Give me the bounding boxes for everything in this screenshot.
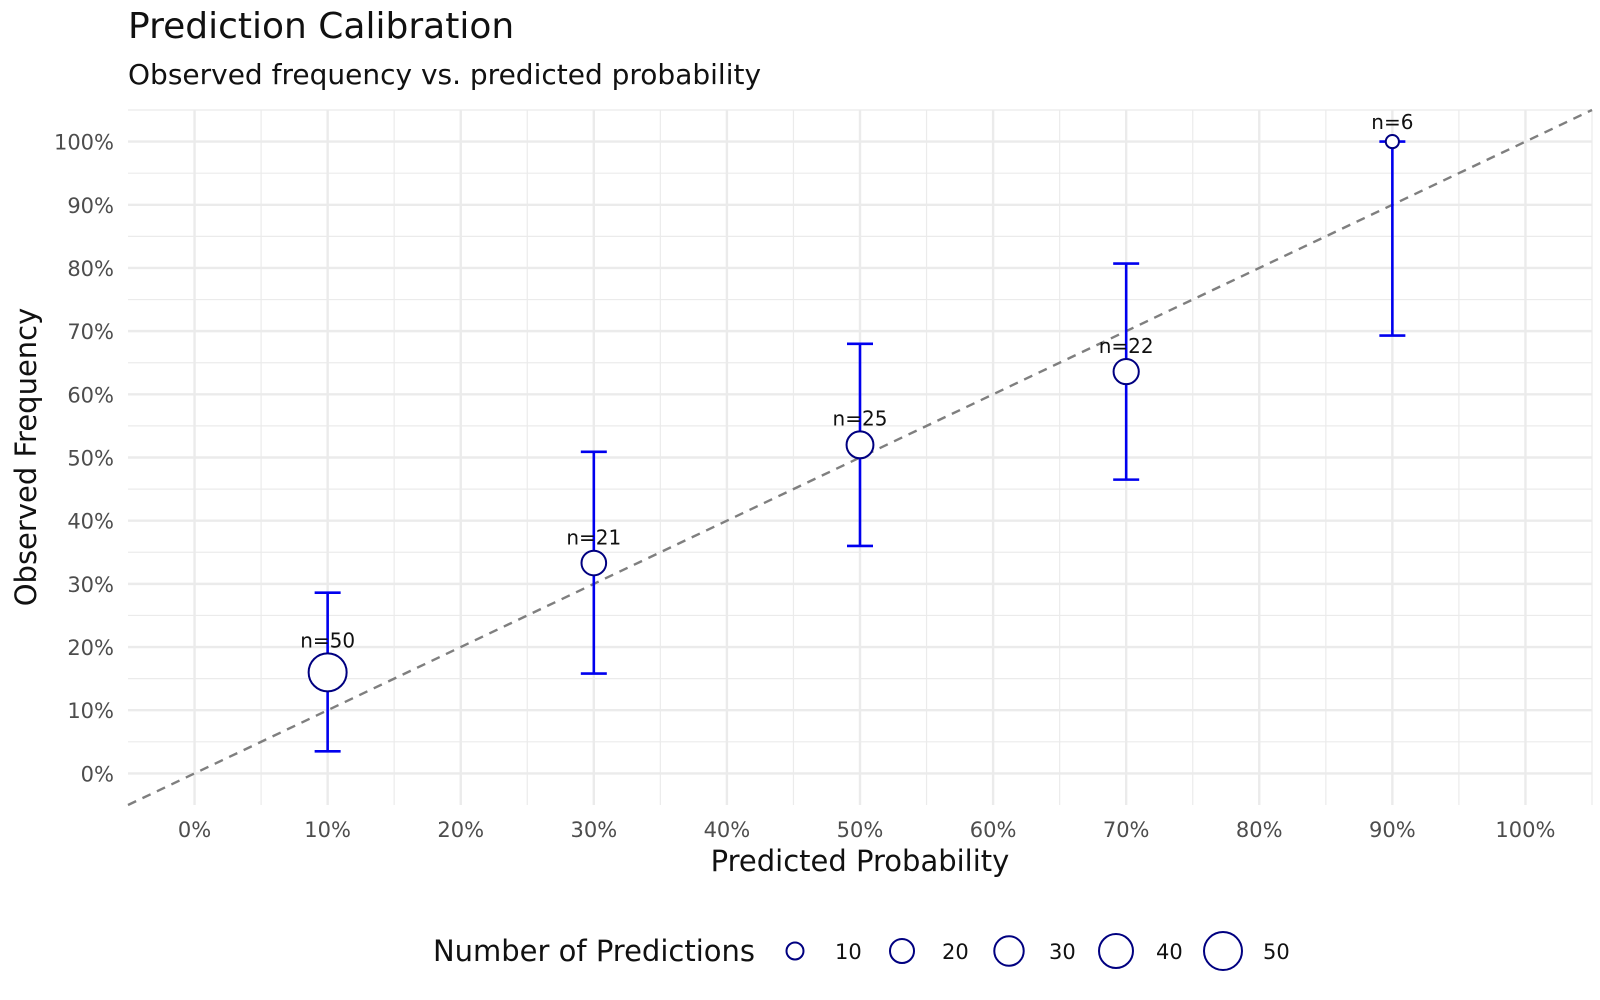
legend-label: 10 [835, 940, 862, 964]
y-tick-label: 90% [67, 194, 114, 218]
y-tick-label: 30% [67, 573, 114, 597]
y-tick-label: 70% [67, 320, 114, 344]
legend-label: 50 [1263, 940, 1290, 964]
y-tick-label: 20% [67, 636, 114, 660]
x-tick-label: 20% [437, 818, 484, 842]
x-tick-label: 30% [570, 818, 617, 842]
x-tick-label: 50% [837, 818, 884, 842]
data-point [1112, 357, 1140, 386]
x-tick-label: 40% [704, 818, 751, 842]
point-count-label: n=22 [1099, 334, 1154, 358]
y-tick-label: 0% [81, 762, 114, 786]
legend-key [888, 937, 916, 965]
data-point [580, 549, 608, 577]
y-tick-label: 50% [67, 447, 114, 471]
data-point [1384, 134, 1400, 150]
grid [128, 109, 1593, 805]
data-point [307, 652, 348, 693]
y-tick-label: 80% [67, 257, 114, 281]
x-tick-label: 60% [970, 818, 1017, 842]
x-axis-ticks: 0% 10% 20% 30% 40% 50% 60% 70% 80% 90% 100% [178, 818, 1556, 842]
x-tick-label: 80% [1236, 818, 1283, 842]
legend-label: 30 [1049, 940, 1076, 964]
data-marks: n=50 n=21 n=25 n=22 n=6 [300, 110, 1413, 753]
legend-key [1203, 931, 1243, 971]
chart-subtitle: Observed frequency vs. predicted probabi… [128, 58, 762, 91]
y-axis-ticks: 0% 10% 20% 30% 40% 50% 60% 70% 80% 90% 100% [54, 131, 114, 787]
legend-key [785, 941, 805, 961]
x-tick-label: 70% [1103, 818, 1150, 842]
legend-key [993, 935, 1025, 967]
point-count-label: n=50 [300, 628, 355, 652]
x-tick-label: 100% [1495, 818, 1555, 842]
legend-title: Number of Predictions [433, 934, 755, 968]
point-count-label: n=6 [1371, 110, 1413, 134]
chart-title: Prediction Calibration [128, 6, 515, 47]
legend-label: 20 [942, 940, 969, 964]
point-count-label: n=21 [566, 526, 621, 550]
x-tick-label: 0% [178, 818, 211, 842]
x-tick-label: 90% [1369, 818, 1416, 842]
y-tick-label: 100% [54, 131, 114, 155]
data-point [845, 430, 875, 460]
reference-line [127, 108, 1593, 807]
y-axis-title: Observed Frequency [9, 308, 43, 607]
legend-label: 40 [1156, 940, 1183, 964]
y-tick-label: 60% [67, 383, 114, 407]
y-tick-label: 40% [67, 510, 114, 534]
legend: Number of Predictions 10 20 30 40 50 [433, 931, 1290, 971]
y-tick-label: 10% [67, 699, 114, 723]
x-tick-label: 10% [304, 818, 351, 842]
reference-line-group [127, 108, 1593, 807]
x-axis-title: Predicted Probability [711, 844, 1010, 878]
legend-key [1098, 933, 1134, 969]
point-count-label: n=25 [833, 406, 888, 430]
